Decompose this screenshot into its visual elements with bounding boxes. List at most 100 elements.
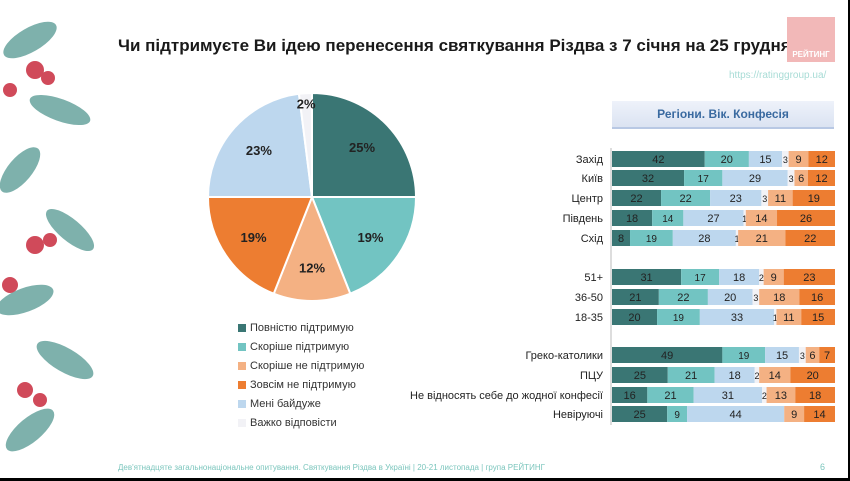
bar-value: 3 xyxy=(789,174,794,184)
bar-segment xyxy=(819,347,835,363)
bar-value: 27 xyxy=(707,213,719,225)
bar-segment xyxy=(681,269,720,285)
row-label: Захід xyxy=(576,154,604,166)
bar-segment xyxy=(798,347,806,363)
bar-value: 11 xyxy=(775,193,786,205)
bar-segment xyxy=(745,210,778,226)
bar-segment xyxy=(787,170,795,186)
bar-value: 14 xyxy=(769,370,781,382)
legend-label: Скоріше не підтримую xyxy=(250,359,365,372)
row-label: Схід xyxy=(581,233,604,245)
bar-value: 44 xyxy=(730,409,742,421)
bar-value: 21 xyxy=(629,292,641,304)
bar-segment xyxy=(667,367,715,383)
logo-text: РЕЙТИНГ xyxy=(792,50,830,59)
bar-value: 22 xyxy=(679,193,691,205)
bar-segment xyxy=(777,210,835,226)
row-label: 51+ xyxy=(584,272,603,284)
bar-value: 20 xyxy=(628,312,640,324)
bar-segment xyxy=(762,387,767,403)
legend-item: Повністю підтримую xyxy=(238,318,364,337)
bar-value: 26 xyxy=(800,213,812,225)
legend-item: Скоріше не підтримую xyxy=(238,356,364,375)
legend-swatch xyxy=(238,361,246,370)
footer-text: Дев'ятнадцяте загальнонаціональне опитув… xyxy=(118,463,545,472)
page-number: 6 xyxy=(820,462,826,472)
bar-value: 3 xyxy=(800,351,805,361)
rating-logo: РЕЙТИНГ xyxy=(787,17,835,62)
bar-segment xyxy=(612,289,659,305)
bar-segment xyxy=(612,367,668,383)
pie-label: 2% xyxy=(297,97,316,112)
bar-segment xyxy=(807,170,835,186)
bar-value: 31 xyxy=(722,390,734,402)
legend-label: Скоріше підтримую xyxy=(250,340,350,353)
bar-value: 1 xyxy=(742,214,747,224)
row-label: Південь xyxy=(563,213,604,225)
bar-value: 11 xyxy=(783,312,794,324)
bar-value: 23 xyxy=(730,193,742,205)
bar-value: 3 xyxy=(762,194,767,204)
bar-value: 22 xyxy=(804,233,816,245)
slide-title: Чи підтримуєте Ви ідею перенесення святк… xyxy=(118,36,802,55)
bar-segment xyxy=(748,151,783,167)
bar-value: 12 xyxy=(816,154,828,166)
legend-label: Зовсім не підтримую xyxy=(250,378,356,391)
bar-segment xyxy=(612,230,631,246)
bar-value: 22 xyxy=(630,193,642,205)
row-label: Київ xyxy=(582,173,604,185)
bar-value: 17 xyxy=(695,273,707,284)
bar-segment xyxy=(652,210,684,226)
pie-slice xyxy=(311,91,418,198)
bar-value: 14 xyxy=(755,213,767,225)
website-link[interactable]: https://ratinggroup.ua/ xyxy=(729,70,827,81)
legend-swatch xyxy=(238,342,246,351)
bar-value: 6 xyxy=(809,350,815,362)
bar-value: 29 xyxy=(749,173,761,185)
bar-segment xyxy=(783,269,835,285)
bar-segment xyxy=(612,151,705,167)
bar-segment xyxy=(768,190,793,206)
bar-value: 19 xyxy=(738,351,750,362)
bar-segment xyxy=(804,406,835,422)
bar-value: 2 xyxy=(759,273,764,283)
bar-value: 25 xyxy=(633,409,645,421)
bar-value: 31 xyxy=(640,272,652,284)
bar-segment xyxy=(735,230,739,246)
bar-value: 9 xyxy=(796,154,802,166)
bar-segment xyxy=(612,210,653,226)
bar-value: 6 xyxy=(798,173,804,185)
bar-segment xyxy=(699,309,775,325)
bar-segment xyxy=(612,387,648,403)
bar-segment xyxy=(683,210,744,226)
bar-value: 3 xyxy=(783,155,788,165)
bar-segment xyxy=(722,347,766,363)
bar-value: 20 xyxy=(724,292,736,304)
holly-decoration xyxy=(0,21,95,452)
bar-segment xyxy=(704,151,749,167)
bar-value: 22 xyxy=(677,292,689,304)
bar-value: 33 xyxy=(731,312,743,324)
bar-value: 49 xyxy=(661,350,673,362)
bar-segment xyxy=(782,151,789,167)
bar-segment xyxy=(808,151,835,167)
bar-value: 14 xyxy=(813,409,825,421)
bar-value: 16 xyxy=(624,390,636,402)
bar-segment xyxy=(658,289,708,305)
bar-value: 9 xyxy=(771,272,777,284)
pie-slice xyxy=(272,194,352,302)
bar-segment xyxy=(763,269,784,285)
bar-segment xyxy=(612,406,668,422)
pie-chart: 25% 19% 12% 19% 23% 2% xyxy=(206,91,418,302)
bar-segment xyxy=(672,230,736,246)
bar-segment xyxy=(738,230,786,246)
bar-value: 15 xyxy=(776,350,788,362)
bar-value: 19 xyxy=(673,313,685,324)
bar-segment xyxy=(794,170,808,186)
bar-segment xyxy=(647,387,694,403)
bar-value: 1 xyxy=(735,234,740,244)
bar-value: 21 xyxy=(664,390,676,402)
bar-value: 2 xyxy=(762,391,767,401)
bar-segment xyxy=(743,210,746,226)
